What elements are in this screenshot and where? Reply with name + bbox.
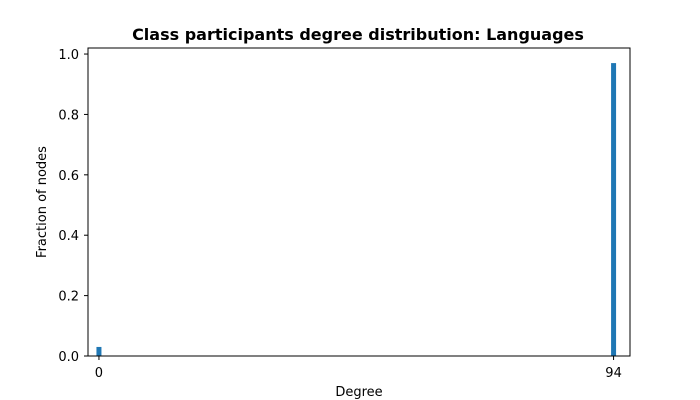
x-axis-label: Degree <box>335 385 382 400</box>
chart-title: Class participants degree distribution: … <box>132 25 584 44</box>
y-axis-label: Fraction of nodes <box>35 146 50 258</box>
y-tick-label: 0.2 <box>58 290 79 305</box>
y-tick-label: 0.0 <box>58 350 79 365</box>
y-tick-label: 0.8 <box>58 108 79 123</box>
bars-group <box>96 63 617 357</box>
bar-degree-94 <box>611 63 617 357</box>
bar-degree-0 <box>96 346 102 356</box>
y-tick-label: 0.4 <box>58 229 79 244</box>
plot-area-frame <box>87 47 631 357</box>
x-tick-label: 0 <box>95 366 103 381</box>
y-tick-label: 0.6 <box>58 169 79 184</box>
y-axis-ticks: 0.0 0.2 0.4 0.6 0.8 1.0 <box>58 48 88 365</box>
x-tick-label: 94 <box>605 366 622 381</box>
y-tick-label: 1.0 <box>58 48 79 63</box>
x-axis-ticks: 0 94 <box>95 356 622 381</box>
